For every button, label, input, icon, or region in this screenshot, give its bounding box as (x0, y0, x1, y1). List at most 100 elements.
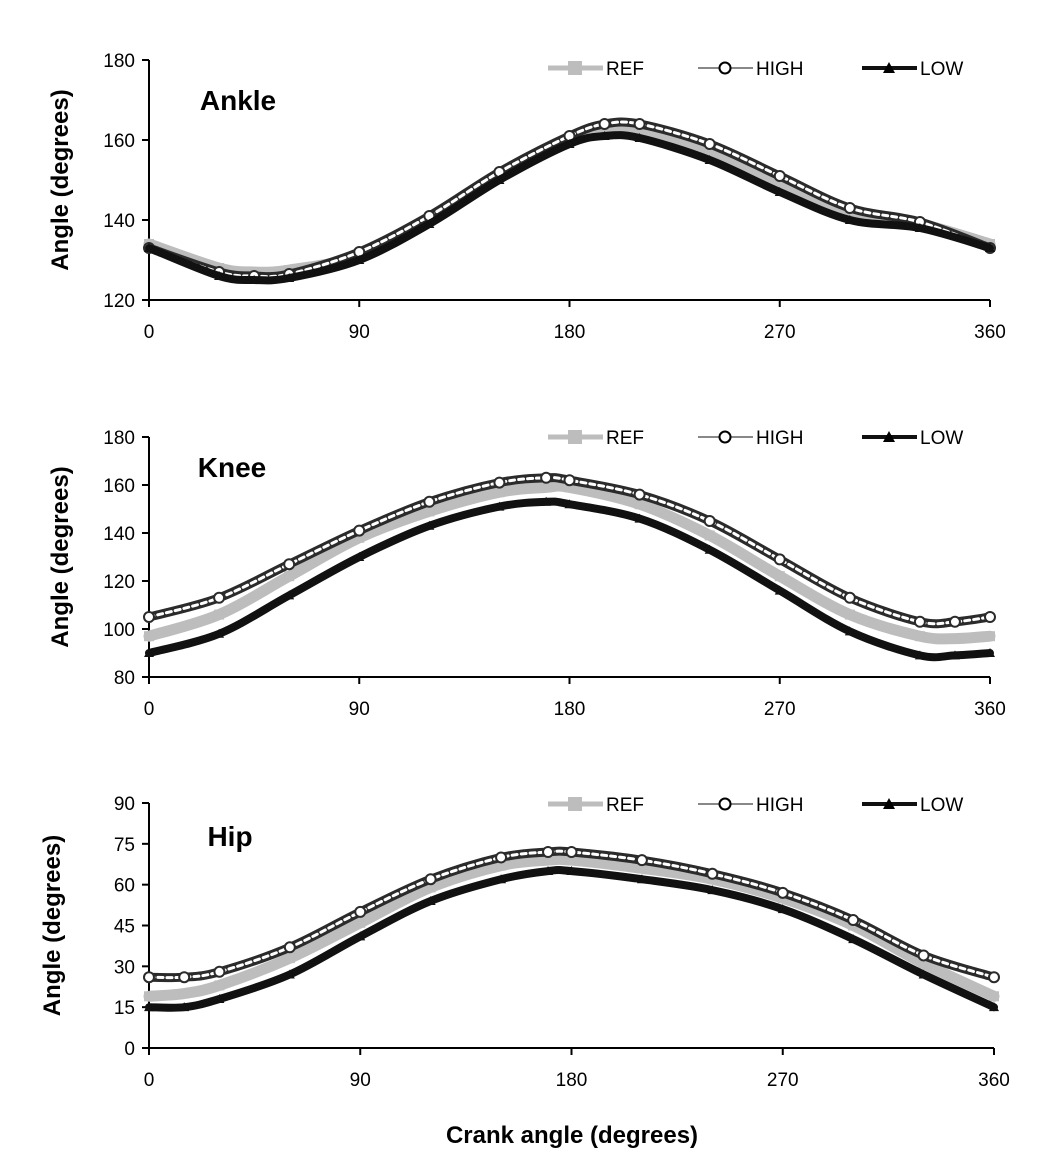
data-point-high (283, 941, 296, 954)
data-point-ref (774, 179, 785, 189)
data-point-low (844, 626, 855, 636)
x-tick-label: 360 (974, 699, 1006, 720)
y-axis-label: Angle (degrees) (47, 89, 74, 270)
data-point-low (985, 648, 995, 657)
y-tick-label: 160 (103, 476, 135, 497)
data-point-high (843, 202, 856, 214)
y-axis-label: Angle (degrees) (47, 466, 74, 647)
data-point-low (424, 219, 435, 228)
x-tick-label: 0 (144, 322, 155, 343)
data-point-low (564, 139, 575, 148)
data-point-high (354, 905, 367, 918)
data-point-ref (284, 953, 295, 964)
data-point-ref (494, 487, 505, 498)
y-tick-label: 75 (114, 835, 135, 856)
x-axis-label: Crank angle (degrees) (446, 1122, 698, 1149)
data-point-high (283, 558, 296, 571)
data-point-ref (541, 482, 552, 493)
y-tick-label: 90 (114, 794, 135, 815)
data-point-ref (214, 980, 225, 991)
data-point-ref (914, 631, 925, 642)
data-point-ref (949, 633, 960, 644)
legend-marker-low (883, 798, 895, 809)
data-point-high (917, 949, 930, 962)
x-tick-label: 0 (144, 699, 155, 720)
data-point-high (984, 611, 996, 623)
data-point-high (143, 611, 155, 623)
legend-label-ref: REF (606, 428, 644, 449)
legend-marker-ref (568, 797, 582, 811)
data-point-low (777, 904, 788, 914)
data-point-high (143, 971, 155, 984)
legend-label-low: LOW (920, 428, 963, 449)
data-point-high (843, 591, 856, 604)
legend-label-ref: REF (606, 59, 644, 80)
data-point-low (707, 885, 718, 895)
data-point-low (494, 175, 505, 184)
legend: REF HIGH LOW (548, 795, 963, 816)
data-point-low (774, 187, 785, 196)
data-point-low (494, 501, 505, 511)
data-point-high (948, 615, 961, 628)
data-point-high (540, 471, 553, 484)
data-point-low (634, 513, 645, 523)
data-point-high (988, 971, 1000, 984)
legend-label-low: LOW (920, 59, 963, 80)
x-tick-label: 90 (349, 699, 370, 720)
data-point-high (213, 591, 226, 604)
panel-title: Ankle (200, 85, 276, 116)
y-tick-label: 120 (103, 291, 135, 312)
data-point-low (541, 496, 552, 506)
data-point-low (949, 650, 960, 660)
data-point-ref (774, 571, 785, 582)
data-point-low (214, 628, 225, 638)
data-point-low (543, 866, 554, 876)
data-point-low (424, 520, 435, 530)
data-point-low (214, 994, 225, 1003)
legend-marker-low (883, 431, 895, 442)
data-point-ref (425, 882, 436, 893)
data-point-low (144, 1002, 154, 1012)
data-point-low (425, 896, 436, 905)
data-point-high (633, 118, 646, 130)
y-tick-label: 100 (103, 620, 135, 641)
data-point-low (355, 931, 366, 941)
data-point-low (284, 969, 295, 979)
y-tick-label: 180 (103, 51, 135, 72)
data-point-low (284, 590, 295, 600)
data-point-ref (704, 147, 715, 157)
data-point-ref (989, 991, 999, 1002)
panel-hip: 0 15 30 45 60 75 90 0 90 180 270 360 Angle (degrees)… (39, 794, 1010, 1091)
y-tick-label: 140 (103, 524, 135, 545)
x-tick-label: 0 (144, 1070, 155, 1091)
legend-marker-ref (568, 61, 582, 75)
x-tick-label: 90 (350, 1070, 371, 1091)
data-point-low (774, 585, 785, 595)
data-point-high (706, 867, 719, 880)
data-point-low (914, 223, 925, 232)
x-tick-label: 270 (764, 699, 796, 720)
data-point-high (423, 495, 436, 508)
data-point-ref (844, 609, 855, 620)
data-point-high (178, 971, 191, 984)
legend-marker-high (718, 797, 732, 811)
x-tick-label: 270 (767, 1070, 799, 1091)
data-point-high (773, 170, 786, 182)
data-point-low (599, 131, 610, 140)
data-point-ref (543, 855, 554, 866)
data-point-low (566, 866, 577, 876)
y-tick-label: 15 (114, 998, 135, 1019)
data-point-high (542, 846, 555, 858)
x-tick-label: 180 (554, 699, 586, 720)
data-point-ref (918, 958, 929, 969)
data-point-low (914, 650, 925, 660)
y-tick-label: 120 (103, 572, 135, 593)
series-line-ref (143, 480, 996, 645)
legend-marker-ref (568, 430, 582, 444)
data-point-low (918, 969, 929, 979)
legend: REF HIGH LOW (548, 59, 963, 80)
data-point-high (495, 851, 508, 864)
data-point-high (493, 476, 506, 489)
data-point-high (565, 846, 578, 858)
